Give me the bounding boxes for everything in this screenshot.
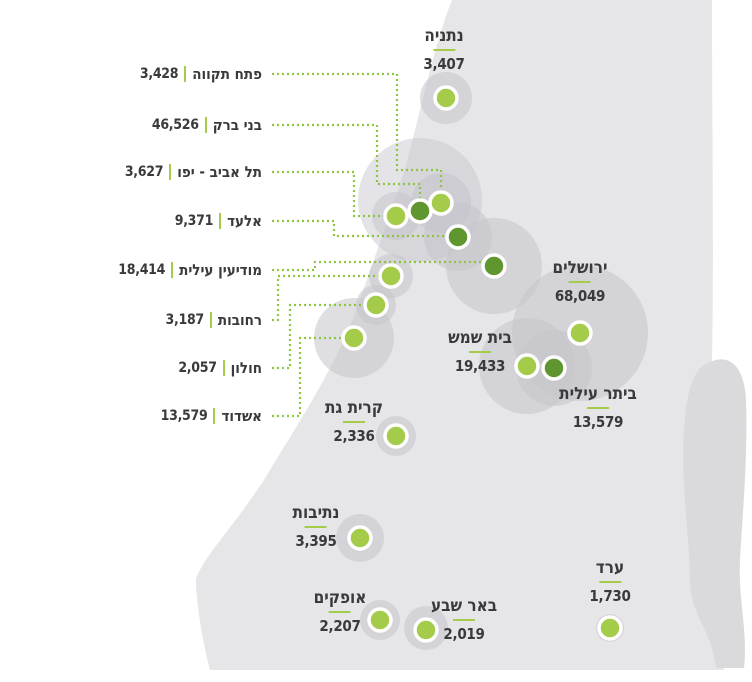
separator <box>213 408 216 424</box>
label-ashdod: אשדוד 13,579 <box>160 407 262 425</box>
underline <box>433 49 455 51</box>
dead-sea-area <box>683 359 747 668</box>
underline <box>452 619 475 621</box>
dot-netanya <box>433 85 459 111</box>
separator <box>169 164 172 180</box>
dot-arad <box>597 615 623 641</box>
underline <box>328 611 351 613</box>
label-tel-aviv-yafo: תל אביב - יפו 3,627 <box>124 163 262 181</box>
dot-beer-sheva <box>413 617 439 643</box>
label-beer-sheva: באר שבע 2,019 <box>430 596 498 643</box>
dot-rehovot <box>378 263 404 289</box>
underline <box>586 407 609 409</box>
label-rehovot: רחובות 3,187 <box>165 311 262 329</box>
underline <box>599 581 621 583</box>
separator <box>171 262 174 278</box>
dot-tel-aviv <box>383 203 409 229</box>
dot-beit-shemesh <box>514 353 540 379</box>
dot-ashdod <box>341 325 367 351</box>
land-shape <box>196 0 724 670</box>
dot-bnei-brak <box>407 198 433 224</box>
underline <box>568 281 591 283</box>
label-netanya: נתניה 3,407 <box>423 26 465 73</box>
dot-modiin-illit <box>481 253 507 279</box>
separator <box>209 312 212 328</box>
underline <box>304 526 327 528</box>
underline <box>468 351 491 353</box>
separator <box>184 66 187 82</box>
label-beitar-illit: ביתר עילית 13,579 <box>559 384 637 431</box>
label-bnei-brak: בני ברק 46,526 <box>151 116 262 134</box>
dot-petah-tikva <box>428 190 454 216</box>
label-jerusalem: ירושלים 68,049 <box>552 258 608 305</box>
dot-elad <box>445 224 471 250</box>
separator <box>219 213 222 229</box>
dot-beitar-illit <box>541 355 567 381</box>
label-netivot: נתיבות 3,395 <box>292 503 340 550</box>
underline <box>343 421 365 423</box>
dot-ofakim <box>367 607 393 633</box>
label-kiryat-gat: קרית גת 2,336 <box>324 398 384 445</box>
label-ofakim: אופקים 2,207 <box>313 588 367 635</box>
connector-lines <box>272 72 482 418</box>
label-elad: אלעד 9,371 <box>174 212 262 230</box>
label-arad: ערד 1,730 <box>589 558 631 605</box>
dot-jerusalem <box>567 320 593 346</box>
dot-kiryat-gat <box>383 423 409 449</box>
dot-holon <box>363 292 389 318</box>
separator <box>222 360 225 376</box>
label-modiin-illit: מודיעין עילית 18,414 <box>118 261 262 279</box>
city-dots <box>341 85 623 643</box>
label-petah-tikva: פתח תקווה 3,428 <box>139 65 262 83</box>
label-beit-shemesh: בית שמש 19,433 <box>448 328 512 375</box>
separator <box>204 117 207 133</box>
label-holon: חולון 2,057 <box>178 359 262 377</box>
dot-netivot <box>347 525 373 551</box>
